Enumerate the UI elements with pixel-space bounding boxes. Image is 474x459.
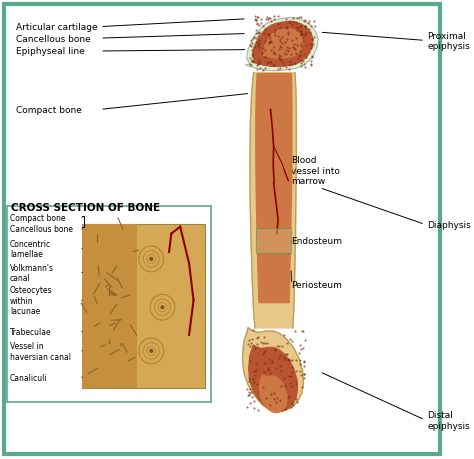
- Text: Volkmann's
canal: Volkmann's canal: [10, 263, 54, 283]
- Text: Canaliculi: Canaliculi: [10, 373, 47, 382]
- Text: Osteocytes
within
lacunae: Osteocytes within lacunae: [10, 286, 53, 315]
- Bar: [82, 225, 205, 388]
- Polygon shape: [250, 73, 296, 328]
- Polygon shape: [263, 30, 303, 59]
- Polygon shape: [252, 22, 313, 67]
- Text: Periosteum: Periosteum: [292, 280, 342, 289]
- Polygon shape: [246, 18, 318, 72]
- Polygon shape: [260, 375, 287, 413]
- Text: Compact bone: Compact bone: [16, 106, 82, 115]
- Text: Cancellous bone: Cancellous bone: [16, 34, 91, 44]
- Polygon shape: [256, 74, 292, 303]
- Bar: [82, 225, 137, 388]
- Text: Distal
epiphysis: Distal epiphysis: [427, 410, 470, 430]
- Circle shape: [150, 350, 153, 353]
- FancyBboxPatch shape: [7, 207, 211, 402]
- Text: Proximal
epiphysis: Proximal epiphysis: [427, 32, 470, 51]
- Text: Articular cartilage: Articular cartilage: [16, 23, 97, 32]
- Polygon shape: [243, 328, 303, 412]
- Text: Diaphysis: Diaphysis: [427, 220, 471, 230]
- Text: CROSS SECTION OF BONE: CROSS SECTION OF BONE: [11, 202, 160, 213]
- Circle shape: [161, 306, 164, 309]
- Text: Cancellous bone: Cancellous bone: [10, 225, 73, 234]
- Polygon shape: [249, 345, 298, 412]
- Text: Compact bone: Compact bone: [10, 213, 65, 223]
- Text: Endosteum: Endosteum: [292, 237, 342, 246]
- Text: Concentric
lamellae: Concentric lamellae: [10, 240, 51, 259]
- Circle shape: [150, 258, 153, 261]
- Text: Vessel in
haversian canal: Vessel in haversian canal: [10, 341, 71, 361]
- Text: Trabeculae: Trabeculae: [10, 327, 51, 336]
- Text: Blood
vessel into
marrow: Blood vessel into marrow: [292, 156, 340, 185]
- Text: Epiphyseal line: Epiphyseal line: [16, 47, 84, 56]
- Bar: [256, 229, 291, 254]
